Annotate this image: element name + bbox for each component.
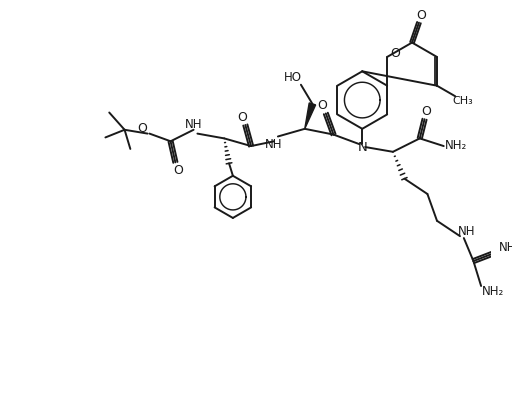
Polygon shape — [305, 103, 315, 129]
Text: O: O — [390, 47, 400, 60]
Text: NH: NH — [499, 241, 512, 254]
Text: HO: HO — [284, 70, 302, 84]
Text: NH: NH — [265, 138, 283, 151]
Text: O: O — [137, 122, 147, 135]
Text: CH₃: CH₃ — [452, 96, 473, 106]
Text: NH: NH — [458, 225, 476, 238]
Text: O: O — [174, 164, 183, 176]
Text: NH₂: NH₂ — [445, 139, 467, 152]
Text: O: O — [317, 99, 327, 112]
Text: NH₂: NH₂ — [481, 285, 504, 298]
Text: N: N — [357, 140, 367, 154]
Text: O: O — [238, 111, 247, 124]
Text: NH: NH — [185, 118, 202, 132]
Text: O: O — [421, 105, 432, 118]
Text: O: O — [417, 9, 426, 22]
